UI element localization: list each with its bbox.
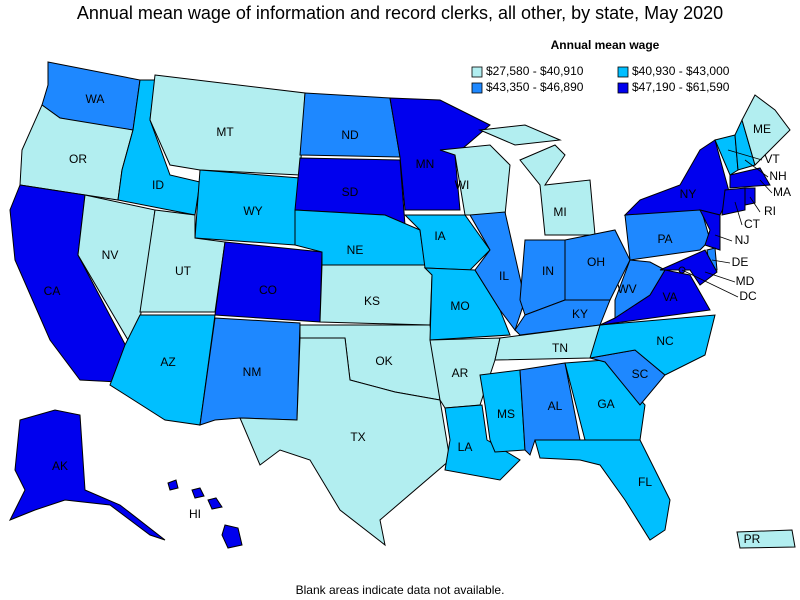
state (389, 97, 491, 211)
legend-swatch (617, 82, 629, 94)
state-label: SC (632, 367, 649, 381)
state-label: LA (458, 440, 473, 454)
state (729, 167, 771, 189)
state-label: OR (69, 152, 87, 166)
state-label: MT (216, 125, 234, 139)
state-label: MS (497, 407, 515, 421)
state-label: KY (572, 307, 588, 321)
leader-line (759, 179, 773, 194)
state-label: IN (542, 264, 554, 278)
state-label: CA (44, 284, 61, 298)
leader-line (749, 196, 761, 213)
state (469, 211, 526, 332)
leader-line (711, 259, 731, 264)
state-label: NV (102, 248, 119, 262)
state (299, 92, 401, 158)
state-label: MN (416, 157, 435, 171)
state (736, 529, 796, 549)
state-label: SD (342, 185, 359, 199)
state-label: NH (769, 169, 786, 183)
state-labels: WA OR CA NV ID MT WY UT AZ CO NM ND SD NE KS OK TX MN IA MO… (44, 92, 791, 546)
state-label: CO (259, 283, 277, 297)
state-label: AL (548, 399, 563, 413)
state (534, 439, 671, 541)
state (564, 229, 631, 301)
leader-line (727, 149, 763, 161)
leader-line (744, 159, 769, 178)
state (444, 404, 521, 481)
legend-title: Annual mean wage (551, 38, 660, 52)
state (623, 139, 731, 216)
state (214, 241, 323, 323)
state-label: KS (364, 294, 380, 308)
state-label: PA (657, 232, 672, 246)
state-label: IL (499, 269, 509, 283)
state-label: NE (347, 243, 364, 257)
state-label: NJ (735, 233, 750, 247)
states (8, 61, 796, 549)
state-label: AZ (160, 355, 175, 369)
state-label: OH (587, 255, 605, 269)
leader-line (714, 234, 733, 242)
state-label: ME (753, 122, 771, 136)
state (741, 94, 791, 166)
state-label: PR (744, 532, 761, 546)
legend-swatch (471, 66, 483, 78)
legend: $27,580 - $40,910 $40,930 - $43,000 $43,35… (471, 64, 730, 94)
state-label: IA (434, 229, 445, 243)
state (8, 409, 166, 541)
state-label: MI (553, 205, 566, 219)
legend-swatch (471, 82, 483, 94)
state (699, 209, 721, 251)
state-label: FL (638, 475, 652, 489)
leader-line (734, 201, 743, 226)
state-label: DE (732, 255, 749, 269)
state-label: MA (773, 185, 791, 199)
state-label: WY (243, 204, 262, 218)
state-label: WI (455, 178, 470, 192)
state-label: OK (375, 354, 392, 368)
state-label: AK (52, 459, 68, 473)
state-label: NC (656, 334, 674, 348)
state-label: VT (764, 152, 780, 166)
state-label: GA (597, 397, 614, 411)
legend-label: $27,580 - $40,910 (486, 64, 584, 78)
state-label: AR (452, 366, 469, 380)
state-label: NY (680, 187, 697, 201)
state-label: NM (243, 365, 262, 379)
legend-label: $47,190 - $61,590 (632, 80, 730, 94)
legend-label: $40,930 - $43,000 (632, 64, 730, 78)
state-label: MD (736, 274, 755, 288)
state-label: TN (552, 341, 568, 355)
state-label: DC (739, 289, 757, 303)
state-label: RI (764, 204, 776, 218)
legend-label: $43,350 - $46,890 (486, 80, 584, 94)
footnote: Blank areas indicate data not available. (296, 583, 505, 597)
leader-line (681, 269, 739, 298)
state (721, 187, 746, 216)
state-label: ID (152, 178, 164, 192)
map-title: Annual mean wage of information and reco… (77, 3, 723, 23)
state-label: VA (662, 290, 677, 304)
state (167, 479, 243, 549)
state-label: HI (189, 507, 201, 521)
state-label: WV (617, 282, 636, 296)
state (589, 314, 716, 376)
leader-line (704, 271, 736, 283)
state-label: UT (175, 264, 192, 278)
state-label: CT (744, 217, 761, 231)
legend-swatch (617, 66, 629, 78)
state-label: TX (350, 430, 365, 444)
state-label: ND (341, 128, 359, 142)
state (478, 124, 596, 236)
state-label: MO (450, 299, 469, 313)
state-label: WA (86, 92, 105, 106)
